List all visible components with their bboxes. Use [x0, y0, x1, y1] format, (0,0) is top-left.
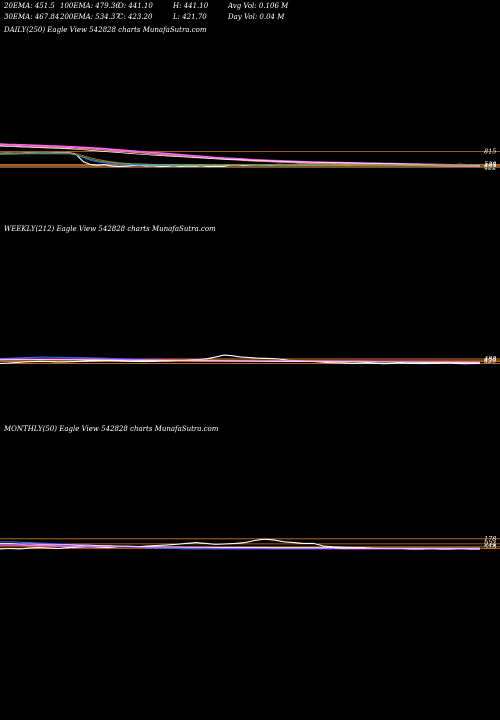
- stat-close: C: 423.20: [118, 13, 153, 21]
- series-line: [0, 359, 481, 364]
- stat-high: H: 441.10: [173, 2, 209, 10]
- price-level-label: 934: [484, 540, 496, 548]
- price-level-label: 488: [483, 355, 496, 363]
- price-level-label: 426: [483, 356, 496, 364]
- series-line: [0, 153, 480, 166]
- price-level-label: 815: [484, 148, 496, 156]
- price-level-label: 178: [484, 535, 496, 543]
- daily-panel-label: DAILY(250) Eagle View 542828 charts Muna…: [4, 26, 207, 34]
- monthly-panel-label: MONTHLY(50) Eagle View 542828 charts Mun…: [4, 425, 219, 433]
- series-line: [0, 145, 481, 166]
- series-line: [0, 354, 481, 365]
- stat-30ema: 30EMA: 467.84: [4, 13, 60, 21]
- weekly-panel-label: WEEKLY(212) Eagle View 542828 charts Mun…: [4, 225, 216, 233]
- stat-open: O: 441.10: [118, 2, 153, 10]
- stat-200ema: 200EMA: 534.37: [60, 13, 120, 21]
- price-level-label: 431: [483, 163, 496, 171]
- stat-day-vol: Day Vol: 0.04 M: [228, 13, 285, 21]
- stat-20ema: 20EMA: 451.5: [4, 2, 55, 10]
- price-level-label: 422: [483, 357, 496, 365]
- price-level-label: 465: [483, 162, 496, 170]
- stat-low: L: 421.70: [173, 13, 207, 21]
- price-level-label: 518: [484, 543, 496, 551]
- stat-100ema: 100EMA: 479.36: [60, 2, 120, 10]
- series-line: [0, 358, 481, 364]
- price-level-label: 529: [484, 161, 496, 169]
- series-line: [0, 543, 480, 549]
- stat-avg-vol: Avg Vol: 0.106 M: [228, 2, 289, 10]
- series-line: [0, 143, 481, 167]
